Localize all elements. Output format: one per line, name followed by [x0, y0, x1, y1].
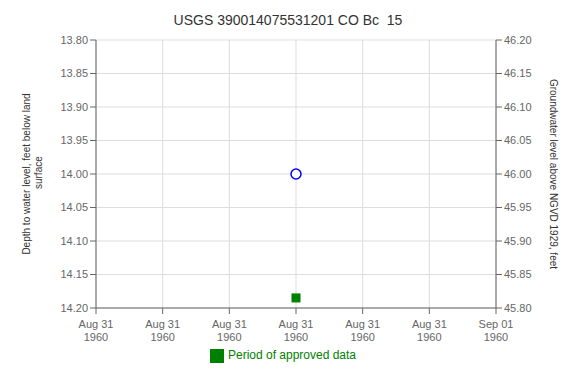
svg-text:Aug 311960: Aug 311960: [412, 318, 447, 343]
svg-text:Aug 311960: Aug 311960: [145, 318, 180, 343]
svg-text:14.00: 14.00: [60, 168, 88, 180]
svg-text:46.05: 46.05: [504, 134, 532, 146]
html-text:USGS 390014075531201 CO Bc 15: USGS 390014075531201 CO Bc 15: [173, 12, 403, 28]
svg-text:13.90: 13.90: [60, 101, 88, 113]
svg-text:Aug 311960: Aug 311960: [79, 318, 114, 343]
svg-text:45.90: 45.90: [504, 235, 532, 247]
svg-text:14.05: 14.05: [60, 201, 88, 213]
html-text:Period of approved data: Period of approved data: [228, 348, 356, 362]
svg-text:46.15: 46.15: [504, 67, 532, 79]
svg-text:46.20: 46.20: [504, 34, 532, 46]
svg-text:13.95: 13.95: [60, 134, 88, 146]
svg-text:14.15: 14.15: [60, 268, 88, 280]
svg-text:14.20: 14.20: [60, 302, 88, 314]
svg-text:13.85: 13.85: [60, 67, 88, 79]
svg-text:45.95: 45.95: [504, 201, 532, 213]
svg-text:13.80: 13.80: [60, 34, 88, 46]
svg-text:14.10: 14.10: [60, 235, 88, 247]
svg-text:45.80: 45.80: [504, 302, 532, 314]
svg-text:46.10: 46.10: [504, 101, 532, 113]
svg-text:Aug 311960: Aug 311960: [345, 318, 380, 343]
svg-text:Sep 011960: Sep 011960: [479, 318, 514, 343]
svg-text:Aug 311960: Aug 311960: [212, 318, 247, 343]
svg-text:46.00: 46.00: [504, 168, 532, 180]
svg-text:Groundwater level above NGVD 1: Groundwater level above NGVD 1929, feet: [548, 79, 559, 269]
svg-text:Depth to water level, feet bel: Depth to water level, feet below land su…: [21, 93, 44, 254]
svg-text:Aug 311960: Aug 311960: [279, 318, 314, 343]
svg-text:45.85: 45.85: [504, 268, 532, 280]
